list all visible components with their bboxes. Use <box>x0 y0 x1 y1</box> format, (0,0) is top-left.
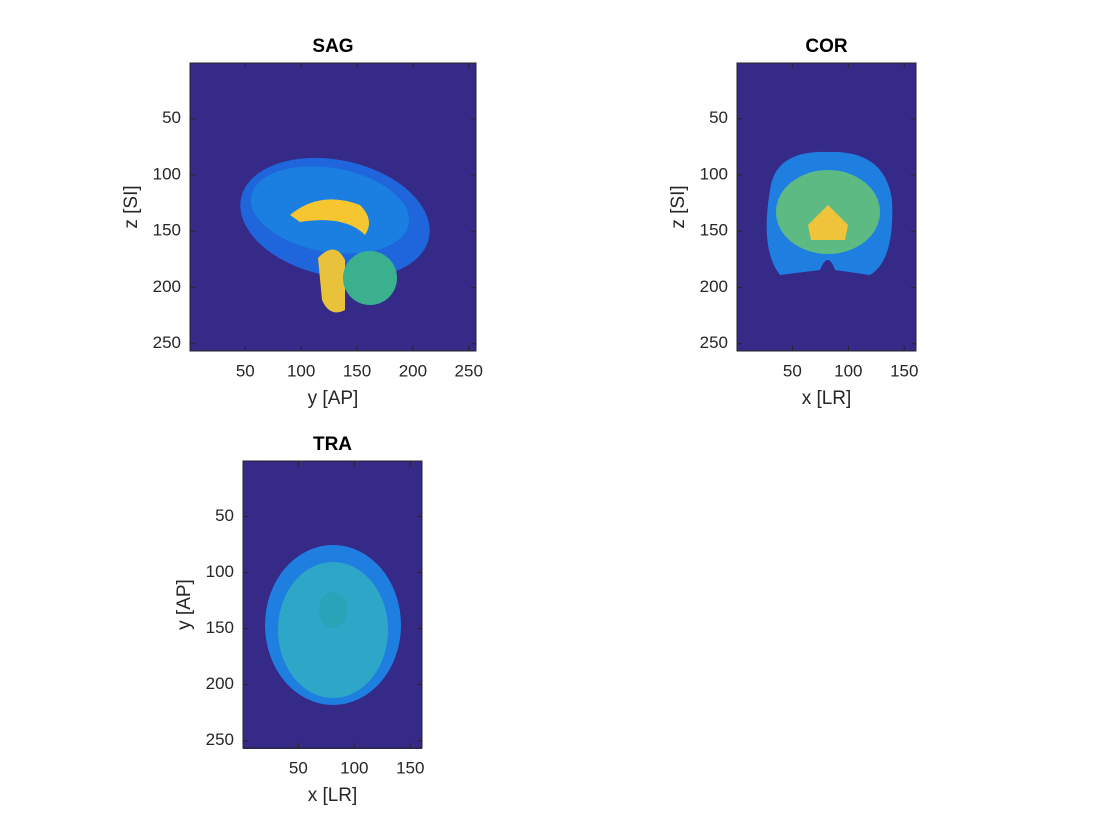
y-axis-label: z [SI] <box>121 185 142 228</box>
x-tick-label: 150 <box>890 361 918 380</box>
x-tick-label: 100 <box>287 361 315 380</box>
x-tick-label: 50 <box>289 758 308 777</box>
y-tick-label: 200 <box>153 277 181 296</box>
axes-title: SAG <box>312 36 353 57</box>
y-tick-label: 250 <box>153 333 181 352</box>
brainstem <box>319 592 347 628</box>
corpus-callosum <box>290 199 369 235</box>
x-axis-label: x [LR] <box>308 785 358 806</box>
cor-image <box>737 63 916 351</box>
x-tick-label: 100 <box>834 361 862 380</box>
x-tick-label: 100 <box>340 758 368 777</box>
cerebellum <box>343 251 397 305</box>
x-tick-label: 150 <box>396 758 424 777</box>
axes-box <box>189 62 477 352</box>
y-tick-label: 250 <box>700 333 728 352</box>
x-axis-label: x [LR] <box>802 388 852 409</box>
x-tick-label: 200 <box>399 361 427 380</box>
basal-ganglia <box>808 205 848 240</box>
y-tick-label: 250 <box>206 730 234 749</box>
axes-box <box>736 62 917 352</box>
y-tick-label: 150 <box>153 221 181 240</box>
x-tick-label: 50 <box>236 361 255 380</box>
axes-box <box>242 460 423 749</box>
axes-title: COR <box>805 36 848 57</box>
x-tick-label: 150 <box>343 361 371 380</box>
y-tick-label: 200 <box>206 674 234 693</box>
x-tick-label: 250 <box>455 361 483 380</box>
axes-title: TRA <box>313 434 352 455</box>
y-tick-label: 150 <box>206 618 234 637</box>
tra-image <box>243 461 422 749</box>
y-tick-label: 150 <box>700 221 728 240</box>
y-tick-label: 100 <box>153 164 181 183</box>
y-axis-label: z [SI] <box>668 185 689 228</box>
y-axis-label: y [AP] <box>174 579 195 630</box>
y-tick-label: 50 <box>709 108 728 127</box>
sag-image <box>190 63 476 351</box>
y-tick-label: 100 <box>700 164 728 183</box>
y-tick-label: 200 <box>700 277 728 296</box>
x-axis-label: y [AP] <box>308 388 359 409</box>
y-tick-label: 100 <box>206 562 234 581</box>
x-tick-label: 50 <box>783 361 802 380</box>
cortex <box>278 562 388 698</box>
y-tick-label: 50 <box>215 506 234 525</box>
brainstem <box>318 249 345 313</box>
y-tick-label: 50 <box>162 108 181 127</box>
